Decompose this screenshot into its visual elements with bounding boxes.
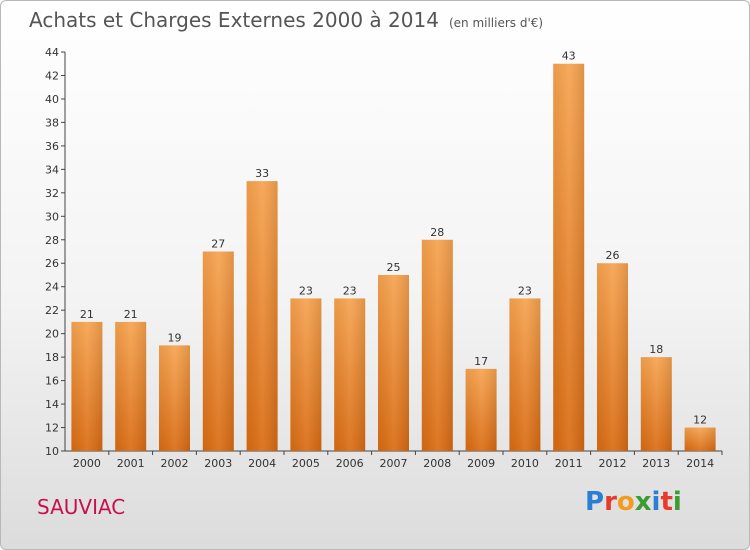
data-label-2008: 28 xyxy=(430,226,444,239)
x-tick-label-2008: 2008 xyxy=(423,457,451,470)
y-tick-label: 20 xyxy=(45,328,59,341)
bar-shade-2001 xyxy=(115,321,147,451)
bar-shade-2013 xyxy=(640,357,672,451)
bar-shade-2000 xyxy=(71,321,103,451)
commune-name: SAUVIAC xyxy=(37,495,126,519)
chart-bars xyxy=(71,63,716,452)
bar-shade-2003 xyxy=(202,251,234,451)
data-label-2001: 21 xyxy=(124,308,138,321)
data-label-2014: 12 xyxy=(693,414,707,427)
x-tick-label-2005: 2005 xyxy=(292,457,320,470)
bar-shade-2002 xyxy=(159,345,190,451)
chart-title: Achats et Charges Externes 2000 à 2014 (e… xyxy=(29,8,543,32)
bar-shade-2007 xyxy=(378,274,409,451)
x-tick-label-2010: 2010 xyxy=(511,457,539,470)
logo-letter: x xyxy=(634,487,652,517)
y-tick-label: 38 xyxy=(45,116,59,129)
chart-title-text: Achats et Charges Externes 2000 à 2014 xyxy=(29,8,439,32)
proxiti-logo: Proxiti xyxy=(585,487,682,517)
bar-shade-2006 xyxy=(334,298,366,451)
y-tick-label: 10 xyxy=(45,445,59,458)
logo-letter: i xyxy=(651,487,661,517)
bar-shade-2005 xyxy=(290,298,322,451)
bar-shade-2009 xyxy=(465,368,497,451)
x-tick-label-2009: 2009 xyxy=(467,457,495,470)
data-label-2009: 17 xyxy=(474,355,488,368)
y-tick-label: 34 xyxy=(45,163,59,176)
logo-letter: P xyxy=(585,487,605,517)
y-tick-label: 28 xyxy=(45,234,59,247)
y-tick-label: 42 xyxy=(45,69,59,82)
x-tick-label-2012: 2012 xyxy=(599,457,627,470)
bar-shade-2014 xyxy=(684,427,716,451)
bar-shade-2004 xyxy=(246,181,278,451)
unit-note: (en milliers d'€) xyxy=(448,16,544,30)
x-tick-label-2013: 2013 xyxy=(642,457,670,470)
y-tick-label: 32 xyxy=(45,187,59,200)
y-tick-label: 44 xyxy=(45,46,59,59)
bar-shade-2010 xyxy=(509,298,541,451)
data-label-2006: 23 xyxy=(343,284,357,297)
x-tick-label-2007: 2007 xyxy=(380,457,408,470)
chart-labels: 21 2000 21 2001 19 2002 27 2003 33 2004 23 2005 23 20… xyxy=(73,50,714,470)
data-label-2000: 21 xyxy=(80,308,94,321)
y-tick-label: 36 xyxy=(45,140,59,153)
y-tick-label: 14 xyxy=(45,398,59,411)
data-label-2005: 23 xyxy=(299,284,313,297)
chart-axes: 10 12 14 16 18 20 22 24 26 28 30 32 34 36 38 40 42 44 xyxy=(45,46,723,458)
data-label-2007: 25 xyxy=(387,261,401,274)
logo-letter: r xyxy=(604,487,617,517)
logo-letter: i xyxy=(672,487,682,517)
data-label-2002: 19 xyxy=(168,331,182,344)
data-label-2011: 43 xyxy=(562,50,576,63)
bar-shade-2011 xyxy=(553,63,585,452)
y-tick-label: 12 xyxy=(45,422,59,435)
x-tick-label-2003: 2003 xyxy=(204,457,232,470)
x-tick-label-2000: 2000 xyxy=(73,457,101,470)
y-tick-label: 30 xyxy=(45,210,59,223)
x-tick-label-2011: 2011 xyxy=(555,457,583,470)
x-tick-label-2001: 2001 xyxy=(117,457,145,470)
data-label-2004: 33 xyxy=(255,167,269,180)
y-tick-label: 40 xyxy=(45,93,59,106)
data-label-2003: 27 xyxy=(211,238,225,251)
data-label-2013: 18 xyxy=(649,343,663,356)
logo-letter: o xyxy=(616,487,635,517)
y-tick-label: 26 xyxy=(45,257,59,270)
bar-shade-2012 xyxy=(597,263,628,451)
logo-letter: t xyxy=(660,487,673,517)
bar-shade-2008 xyxy=(421,239,453,451)
x-tick-label-2004: 2004 xyxy=(248,457,276,470)
data-label-2012: 26 xyxy=(606,249,620,262)
y-tick-label: 22 xyxy=(45,304,59,317)
y-tick-label: 24 xyxy=(45,281,59,294)
y-tick-label: 18 xyxy=(45,351,59,364)
x-tick-label-2006: 2006 xyxy=(336,457,364,470)
data-label-2010: 23 xyxy=(518,284,532,297)
x-tick-label-2002: 2002 xyxy=(161,457,189,470)
x-tick-label-2014: 2014 xyxy=(686,457,714,470)
y-tick-label: 16 xyxy=(45,375,59,388)
